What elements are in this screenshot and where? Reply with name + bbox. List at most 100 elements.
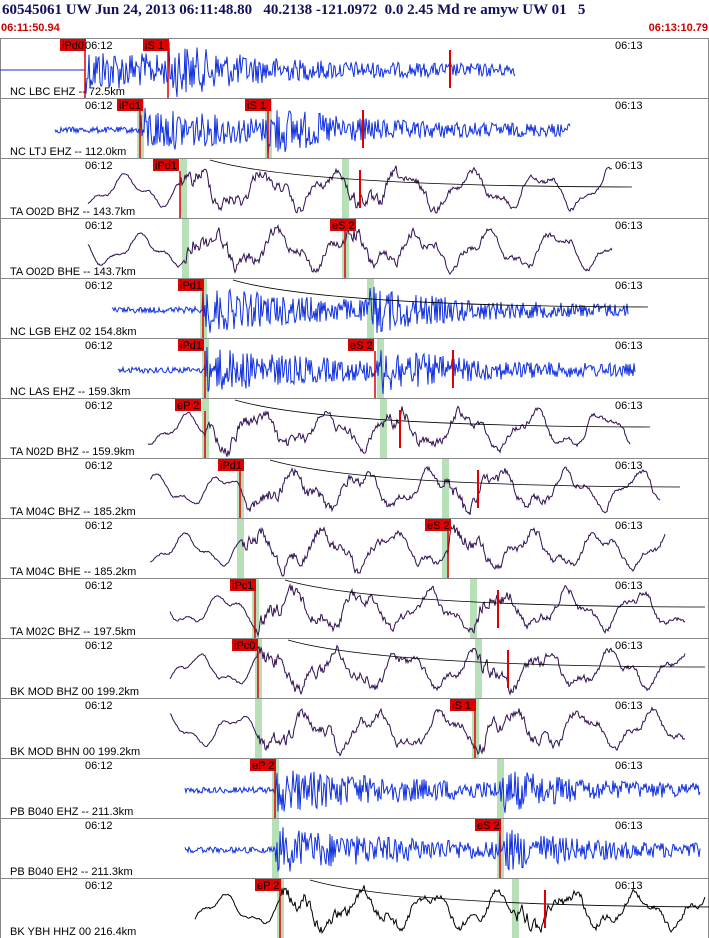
end-time: 06:13:10.79 <box>648 22 708 34</box>
pick-box <box>475 819 501 831</box>
trace-panel: eP 2 06:12 06:13 TA N02D BHZ -- 159.9km <box>0 398 709 459</box>
pick-box <box>143 39 169 51</box>
minute-label: 06:12 <box>85 400 113 412</box>
pick-box <box>245 99 271 111</box>
trace-panel: iPd1 iS 1 06:12 06:13 NC LTJ EHZ -- 112.0km <box>0 98 709 159</box>
pick-label: iS 1 <box>247 100 266 112</box>
pick-box <box>232 639 258 651</box>
pick-box <box>255 879 281 891</box>
station-label: TA M02C BHZ -- 197.5km <box>10 626 136 638</box>
station-label: NC LTJ EHZ -- 112.0km <box>10 146 126 158</box>
minute-label: 06:12 <box>85 820 113 832</box>
station-label: NC LBC EHZ -- 72.5km <box>10 86 125 98</box>
pick-label: iPc1 <box>232 580 253 592</box>
pick-label: eS 2 <box>477 820 500 832</box>
minute-label: 06:12 <box>85 340 113 352</box>
minute-label: 06:13 <box>615 160 643 172</box>
minute-label: 06:13 <box>615 400 643 412</box>
phase-window <box>442 519 449 578</box>
pick-label: iPd1 <box>119 100 141 112</box>
waveform <box>147 405 631 457</box>
station-label: BK MOD BHZ 00 199.2km <box>10 686 139 698</box>
minute-label: 06:13 <box>615 880 643 892</box>
minute-label: 06:13 <box>615 580 643 592</box>
waveform <box>149 524 666 577</box>
minute-label: 06:13 <box>615 520 643 532</box>
pick-box <box>175 399 201 411</box>
waveform <box>54 107 571 155</box>
pick-box <box>450 699 476 711</box>
travel-time-curve <box>232 279 649 308</box>
phase-window <box>180 159 187 218</box>
phase-window <box>377 339 384 398</box>
trace-panel: iPd1 06:12 06:13 TA O02D BHZ -- 143.7km <box>0 158 709 219</box>
start-time: 06:11:50.94 <box>1 22 60 34</box>
pick-label: iPd1 <box>180 280 202 292</box>
phase-window <box>442 459 449 518</box>
pick-label: iPd1 <box>220 460 242 472</box>
station-label: TA M04C BHE -- 185.2km <box>10 566 136 578</box>
pick-box <box>178 339 204 351</box>
minute-label: 06:13 <box>615 640 643 652</box>
minute-label: 06:13 <box>615 460 643 472</box>
pick-label: iS 1 <box>145 40 164 52</box>
minute-label: 06:13 <box>615 760 643 772</box>
trace-panel: eP 2 06:12 06:13 BK YBH HHZ 00 216.4km <box>0 878 709 938</box>
pick-box <box>230 579 256 591</box>
travel-time-curve <box>309 879 709 908</box>
trace-panel: iPd0 iS 1 06:12 06:13 NC LBC EHZ -- 72.5km <box>0 38 709 99</box>
station-label: NC LAS EHZ -- 159.3km <box>10 386 130 398</box>
minute-label: 06:13 <box>615 340 643 352</box>
event-title: 60545061 UW Jun 24, 2013 06:11:48.80 40.… <box>2 2 586 18</box>
phase-window <box>182 219 189 278</box>
phase-window <box>470 579 477 638</box>
minute-label: 06:12 <box>85 100 113 112</box>
pick-box <box>60 39 86 51</box>
phase-window <box>380 399 387 458</box>
minute-label: 06:12 <box>85 700 113 712</box>
minute-label: 06:12 <box>85 160 113 172</box>
station-label: NC LGB EHZ 02 154.8km <box>10 326 137 338</box>
waveform <box>184 770 701 813</box>
trace-panel: iPc0 06:12 06:13 BK MOD BHZ 00 199.2km <box>0 638 709 699</box>
minute-label: 06:12 <box>85 220 113 232</box>
travel-time-curve <box>287 639 706 668</box>
trace-panel: eS 2 06:12 06:13 TA O02D BHE -- 143.7km <box>0 218 709 279</box>
minute-label: 06:13 <box>615 820 643 832</box>
station-label: BK YBH HHZ 00 216.4km <box>10 926 136 938</box>
pick-box <box>153 159 179 171</box>
pick-label: iS 1 <box>452 700 471 712</box>
phase-window <box>342 159 349 218</box>
phase-window <box>272 819 279 878</box>
pick-box <box>178 279 204 291</box>
pick-label: iPd1 <box>155 160 177 172</box>
minute-label: 06:13 <box>615 220 643 232</box>
waveform <box>169 706 686 757</box>
trace-panel: eS 2 06:12 06:13 TA M04C BHE -- 185.2km <box>0 518 709 579</box>
minute-label: 06:12 <box>85 520 113 532</box>
waveform <box>111 286 629 333</box>
minute-label: 06:13 <box>615 100 643 112</box>
pick-box <box>218 459 244 471</box>
minute-label: 06:13 <box>615 280 643 292</box>
pick-box <box>250 759 276 771</box>
travel-time-curve <box>269 459 681 488</box>
station-label: TA O02D BHZ -- 143.7km <box>10 206 135 218</box>
waveform <box>87 165 613 214</box>
minute-label: 06:12 <box>85 760 113 772</box>
phase-window <box>475 639 482 698</box>
phase-window <box>237 519 244 578</box>
trace-panel: iPc1 06:12 06:13 TA M02C BHZ -- 197.5km <box>0 578 709 639</box>
trace-panel: eS 2 06:12 06:13 PB B040 EH2 -- 211.3km <box>0 818 709 879</box>
minute-label: 06:12 <box>85 640 113 652</box>
minute-label: 06:12 <box>85 580 113 592</box>
station-label: PB B040 EHZ -- 211.3km <box>10 806 133 818</box>
pick-box <box>425 519 451 531</box>
pick-label: iPc0 <box>234 640 255 652</box>
trace-panel: iS 1 06:12 06:13 BK MOD BHN 00 199.2km <box>0 698 709 759</box>
travel-time-curve <box>284 579 706 608</box>
travel-time-curve <box>209 159 633 188</box>
minute-label: 06:13 <box>615 700 643 712</box>
